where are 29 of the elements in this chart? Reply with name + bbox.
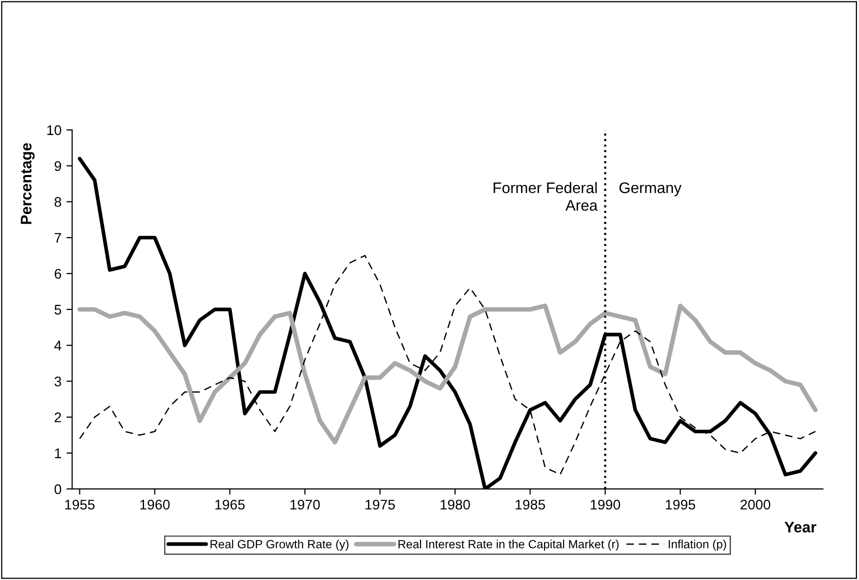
x-axis-title: Year <box>784 522 816 532</box>
y-tick-label: 2 <box>54 412 62 422</box>
x-tick-label: 1980 <box>440 500 470 510</box>
line-series <box>77 304 818 444</box>
annotation: Former Federal Area <box>494 182 598 211</box>
legend-label: Inflation (p) <box>668 540 726 551</box>
y-axis-title: Percentage <box>20 143 35 224</box>
x-tick-label: 1965 <box>215 500 245 510</box>
y-tick-label: 0 <box>54 484 62 494</box>
y-tick-label: 10 <box>47 125 62 136</box>
y-tick-label: 6 <box>54 268 62 279</box>
y-tick-label: 3 <box>54 376 62 386</box>
x-tick-label: 1970 <box>290 500 320 510</box>
x-tick-label: 1975 <box>366 500 395 510</box>
y-tick-label: 8 <box>54 197 62 207</box>
x-tick-label: 1960 <box>140 500 170 510</box>
y-tick-label: 5 <box>54 304 62 315</box>
legend-label: Real GDP Growth Rate (y) <box>210 540 348 551</box>
legend-label: Real Interest Rate in the Capital Market (r) <box>398 540 619 551</box>
x-tick-label: 1995 <box>666 500 696 510</box>
x-tick-label: 2000 <box>740 500 770 510</box>
y-tick-label: 7 <box>54 233 62 243</box>
y-tick-label: 1 <box>55 448 62 458</box>
y-tick-label: 9 <box>54 161 62 171</box>
x-tick-label: 1985 <box>516 500 545 510</box>
annotation: Germany <box>619 182 682 196</box>
x-tick-label: 1990 <box>590 500 620 510</box>
y-tick-label: 4 <box>54 340 62 350</box>
x-tick-label: 1955 <box>65 500 95 510</box>
